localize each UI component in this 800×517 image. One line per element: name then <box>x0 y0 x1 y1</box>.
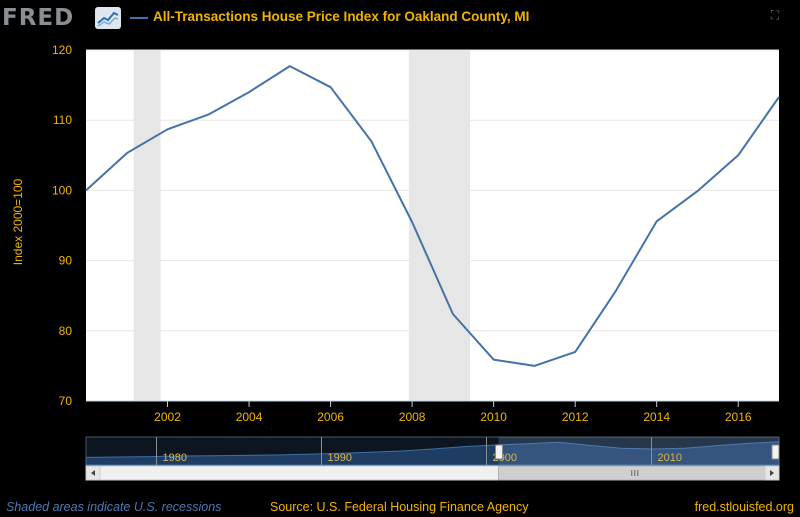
recession-band-1 <box>408 50 471 401</box>
data-point-16[interactable] <box>735 152 741 158</box>
data-point-2[interactable] <box>165 126 171 132</box>
data-point-14[interactable] <box>654 218 660 224</box>
data-point-1[interactable] <box>124 150 130 156</box>
y-tick-label-1: 80 <box>59 324 73 338</box>
chart-title: All-Transactions House Price Index for O… <box>153 9 530 24</box>
navigator-label-0: 1980 <box>163 452 187 464</box>
x-tick-label-2: 2006 <box>317 410 344 424</box>
x-tick-label-7: 2016 <box>725 410 752 424</box>
x-tick-label-0: 2002 <box>154 410 181 424</box>
y-tick-label-4: 110 <box>53 113 72 127</box>
x-axis: 2002 2004 2006 2008 2010 2012 2014 2016 <box>86 400 779 424</box>
recession-bands <box>133 50 471 401</box>
fullscreen-icon[interactable]: ⛶ <box>770 8 780 22</box>
navigator-series-area <box>85 441 780 466</box>
y-tick-label-3: 100 <box>52 183 72 197</box>
navigator-selected-range[interactable] <box>498 437 780 465</box>
y-tick-label-5: 120 <box>52 43 72 57</box>
series-layer <box>83 63 782 369</box>
data-point-0[interactable] <box>83 187 89 193</box>
data-point-11[interactable] <box>531 363 537 369</box>
data-point-12[interactable] <box>572 349 578 355</box>
recession-band-0 <box>133 50 161 401</box>
scrollbar-right-arrow-icon <box>770 470 774 476</box>
data-point-5[interactable] <box>287 63 293 69</box>
navigator-right-handle[interactable] <box>771 444 780 460</box>
fred-logo[interactable]: FRED <box>2 5 75 31</box>
y-axis: 70 80 90 100 110 120 <box>52 43 72 408</box>
x-tick-label-1: 2004 <box>236 410 263 424</box>
data-point-17[interactable] <box>776 94 782 100</box>
x-tick-label-6: 2014 <box>643 410 670 424</box>
data-point-8[interactable] <box>409 219 415 225</box>
data-point-7[interactable] <box>368 138 374 144</box>
chart-header: FRED All-Transactions House Price Index … <box>0 0 800 38</box>
navigator-label-1: 1990 <box>328 452 352 464</box>
navigator-label-3: 2010 <box>658 452 682 464</box>
site-link[interactable]: fred.stlouisfed.org <box>694 500 794 514</box>
x-tick-label-5: 2012 <box>562 410 589 424</box>
data-point-9[interactable] <box>450 311 456 317</box>
series-line-0 <box>85 65 780 367</box>
y-tick-label-0: 70 <box>59 394 73 408</box>
data-point-4[interactable] <box>246 89 252 95</box>
x-tick-label-4: 2010 <box>480 410 507 424</box>
navigator-left-handle[interactable] <box>495 444 503 460</box>
data-point-10[interactable] <box>491 357 497 363</box>
legend-line-swatch <box>130 17 148 19</box>
data-point-13[interactable] <box>613 288 619 294</box>
y-tick-label-2: 90 <box>59 254 73 268</box>
data-point-6[interactable] <box>328 84 334 90</box>
data-point-15[interactable] <box>694 188 700 194</box>
recession-note: Shaded areas indicate U.S. recessions <box>6 500 222 514</box>
fred-chart-logo-icon <box>95 7 121 29</box>
scrollbar-left-arrow-icon <box>91 470 95 476</box>
y-axis-label: Index 2000=100 <box>11 178 25 265</box>
source-note: Source: U.S. Federal Housing Finance Age… <box>270 500 529 514</box>
range-navigator[interactable]: 1980 1990 2000 2010 <box>85 436 780 481</box>
x-tick-label-3: 2008 <box>399 410 426 424</box>
data-point-3[interactable] <box>205 112 211 118</box>
